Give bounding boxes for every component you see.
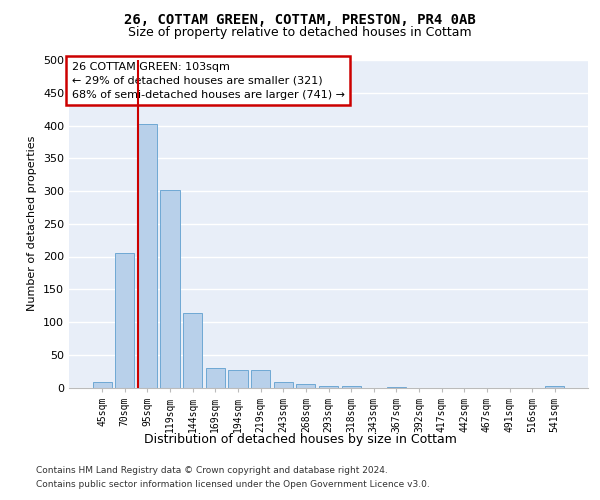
Bar xyxy=(251,370,270,388)
Bar xyxy=(341,386,361,388)
Bar xyxy=(138,124,157,388)
Text: Contains HM Land Registry data © Crown copyright and database right 2024.: Contains HM Land Registry data © Crown c… xyxy=(36,466,388,475)
Bar xyxy=(183,314,202,388)
Bar xyxy=(229,370,248,388)
Text: 26 COTTAM GREEN: 103sqm
← 29% of detached houses are smaller (321)
68% of semi-d: 26 COTTAM GREEN: 103sqm ← 29% of detache… xyxy=(71,62,344,100)
Text: Contains public sector information licensed under the Open Government Licence v3: Contains public sector information licen… xyxy=(36,480,430,489)
Bar xyxy=(115,253,134,388)
Bar xyxy=(160,190,180,388)
Bar xyxy=(545,386,565,388)
Bar xyxy=(92,382,112,388)
Bar xyxy=(206,368,225,388)
Y-axis label: Number of detached properties: Number of detached properties xyxy=(28,136,37,312)
Bar xyxy=(319,386,338,388)
Bar xyxy=(296,384,316,388)
Text: 26, COTTAM GREEN, COTTAM, PRESTON, PR4 0AB: 26, COTTAM GREEN, COTTAM, PRESTON, PR4 0… xyxy=(124,12,476,26)
Bar xyxy=(387,387,406,388)
Text: Size of property relative to detached houses in Cottam: Size of property relative to detached ho… xyxy=(128,26,472,39)
Text: Distribution of detached houses by size in Cottam: Distribution of detached houses by size … xyxy=(143,432,457,446)
Bar xyxy=(274,382,293,388)
